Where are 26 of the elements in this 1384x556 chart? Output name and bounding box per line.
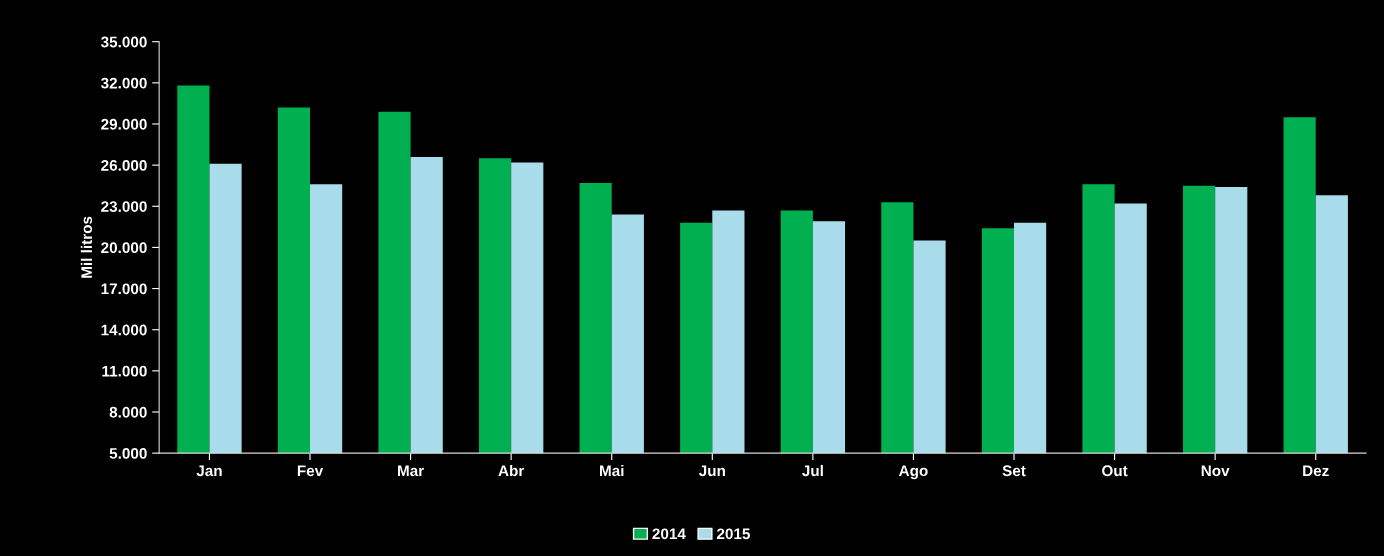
x-tick-label: Ago <box>898 465 928 480</box>
y-tick-label: 35.000 <box>100 36 147 48</box>
y-tick-label: 26.000 <box>101 160 147 171</box>
legend-label: 2015 <box>716 528 751 540</box>
y-tick-label: 5.000 <box>109 448 147 459</box>
x-tick-label: Jun <box>698 465 725 477</box>
x-tick-label: Set <box>1002 465 1026 477</box>
x-tick-label: Nov <box>1201 465 1230 477</box>
y-tick-label: 29.000 <box>101 118 147 130</box>
x-tick-label: Dez <box>1303 465 1329 477</box>
y-tick-label: 17.000 <box>101 283 147 295</box>
x-tick-label: Jul <box>802 464 823 477</box>
x-tick-label: Mar <box>398 465 424 477</box>
y-tick-label: 11.000 <box>102 365 147 377</box>
x-tick-label: Out <box>1102 465 1128 477</box>
x-tick-label: Jan <box>196 465 222 477</box>
y-tick-label: 14.000 <box>101 324 147 336</box>
y-tick-label: 23.000 <box>101 201 147 212</box>
y-tick-label: 32.000 <box>100 77 147 89</box>
y-tick-label: 8.000 <box>109 406 147 418</box>
y-axis-title: Mil litros <box>80 216 93 278</box>
y-tick-label: 20.000 <box>101 242 147 254</box>
x-tick-label: Abr <box>498 464 525 477</box>
legend-label: 2014 <box>652 528 686 540</box>
x-tick-label: Fev <box>297 465 324 477</box>
x-tick-label: Mai <box>600 464 624 477</box>
